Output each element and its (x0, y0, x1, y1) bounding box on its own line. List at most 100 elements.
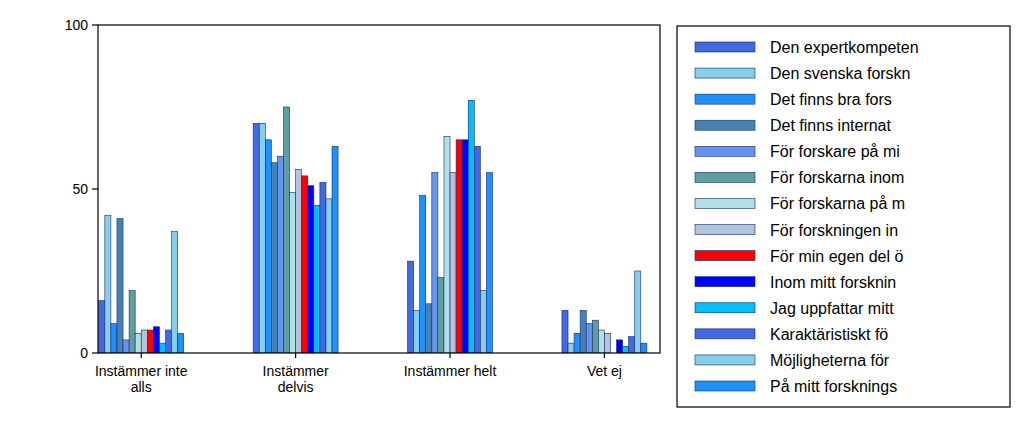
legend-swatch (695, 172, 755, 182)
legend-label: Den svenska forskn (770, 65, 911, 82)
bar (135, 333, 141, 353)
y-tick (92, 24, 98, 25)
legend-label: För min egen del ö (770, 248, 904, 265)
x-tick-label: Instämmer delvis (246, 363, 346, 395)
bar (123, 340, 129, 353)
bar (623, 346, 629, 353)
legend-label: På mitt forsknings (770, 378, 897, 395)
bar (259, 123, 265, 353)
bar (296, 169, 302, 353)
bar (480, 291, 486, 353)
legend-swatch (695, 68, 755, 78)
bar (147, 330, 153, 353)
x-tick (141, 353, 142, 358)
bar (99, 301, 105, 353)
x-tick (604, 353, 605, 358)
bar (438, 278, 444, 353)
y-tick (92, 352, 98, 353)
bar (159, 343, 165, 353)
bar (617, 340, 623, 353)
legend-label: Inom mitt forsknin (770, 274, 896, 291)
legend-box (677, 26, 1010, 407)
bar (111, 323, 117, 353)
y-tick-label: 100 (65, 17, 89, 33)
legend-swatch (695, 303, 755, 313)
bar (277, 156, 283, 353)
bar (283, 107, 289, 353)
y-tick (92, 188, 98, 189)
x-tick (449, 353, 450, 358)
legend-label: Karaktäristiskt fö (770, 326, 888, 343)
bar (332, 146, 338, 353)
x-tick-label: Vet ej (554, 363, 654, 379)
bar (326, 199, 332, 353)
bar (153, 327, 159, 353)
legend-swatch (695, 120, 755, 130)
bar (105, 215, 111, 353)
bar (302, 176, 308, 353)
bar (408, 261, 414, 353)
bar (474, 146, 480, 353)
bar (265, 140, 271, 353)
legend-label: Möjligheterna för (770, 352, 890, 369)
bar (420, 196, 426, 353)
legend-label: För forskarna på m (770, 195, 905, 212)
bar (172, 232, 178, 353)
legend-label: Det finns bra fors (770, 91, 892, 108)
legend-label: Jag uppfattar mitt (770, 300, 894, 317)
plot-frame (98, 25, 660, 353)
legend-swatch (695, 381, 755, 391)
bar (568, 343, 574, 353)
legend-swatch (695, 329, 755, 339)
y-tick-label: 0 (80, 345, 88, 361)
legend-swatch (695, 355, 755, 365)
legend-label: För forskarna inom (770, 169, 904, 186)
legend-label: För forskare på mi (770, 143, 900, 160)
bar (629, 337, 635, 353)
legend-swatch (695, 225, 755, 235)
bar (290, 192, 296, 353)
bar (271, 163, 277, 353)
legend-swatch (695, 251, 755, 261)
bar (129, 291, 135, 353)
bar (308, 186, 314, 353)
legend-label: För forskningen in (770, 222, 898, 239)
bar (426, 304, 432, 353)
bar (432, 173, 438, 353)
bar (562, 310, 568, 353)
bar (141, 330, 147, 353)
legend-label: Den expertkompeten (770, 39, 919, 56)
bar (456, 140, 462, 353)
legend-swatch (695, 94, 755, 104)
bar (574, 333, 580, 353)
bar (320, 182, 326, 353)
bar (314, 205, 320, 353)
legend-swatch (695, 42, 755, 52)
y-tick-label: 50 (72, 181, 88, 197)
legend-swatch (695, 277, 755, 287)
bar (253, 123, 259, 353)
bar (165, 330, 171, 353)
bar (444, 137, 450, 353)
bars (99, 100, 647, 353)
bar (468, 100, 474, 353)
bar (586, 323, 592, 353)
bar (592, 320, 598, 353)
legend-swatch (695, 198, 755, 208)
x-tick-label: Instämmer inte alls (91, 363, 191, 395)
bar (580, 310, 586, 353)
legend-label: Det finns internat (770, 117, 892, 134)
x-tick (295, 353, 296, 358)
bar (178, 333, 184, 353)
bar (641, 343, 647, 353)
bar (450, 173, 456, 353)
bar (486, 173, 492, 353)
bar (635, 271, 641, 353)
bar (117, 219, 123, 353)
bar (598, 330, 604, 353)
bar (414, 310, 420, 353)
x-tick-label: Instämmer helt (400, 363, 500, 379)
legend-swatch (695, 146, 755, 156)
bar (462, 140, 468, 353)
bar (604, 333, 610, 353)
